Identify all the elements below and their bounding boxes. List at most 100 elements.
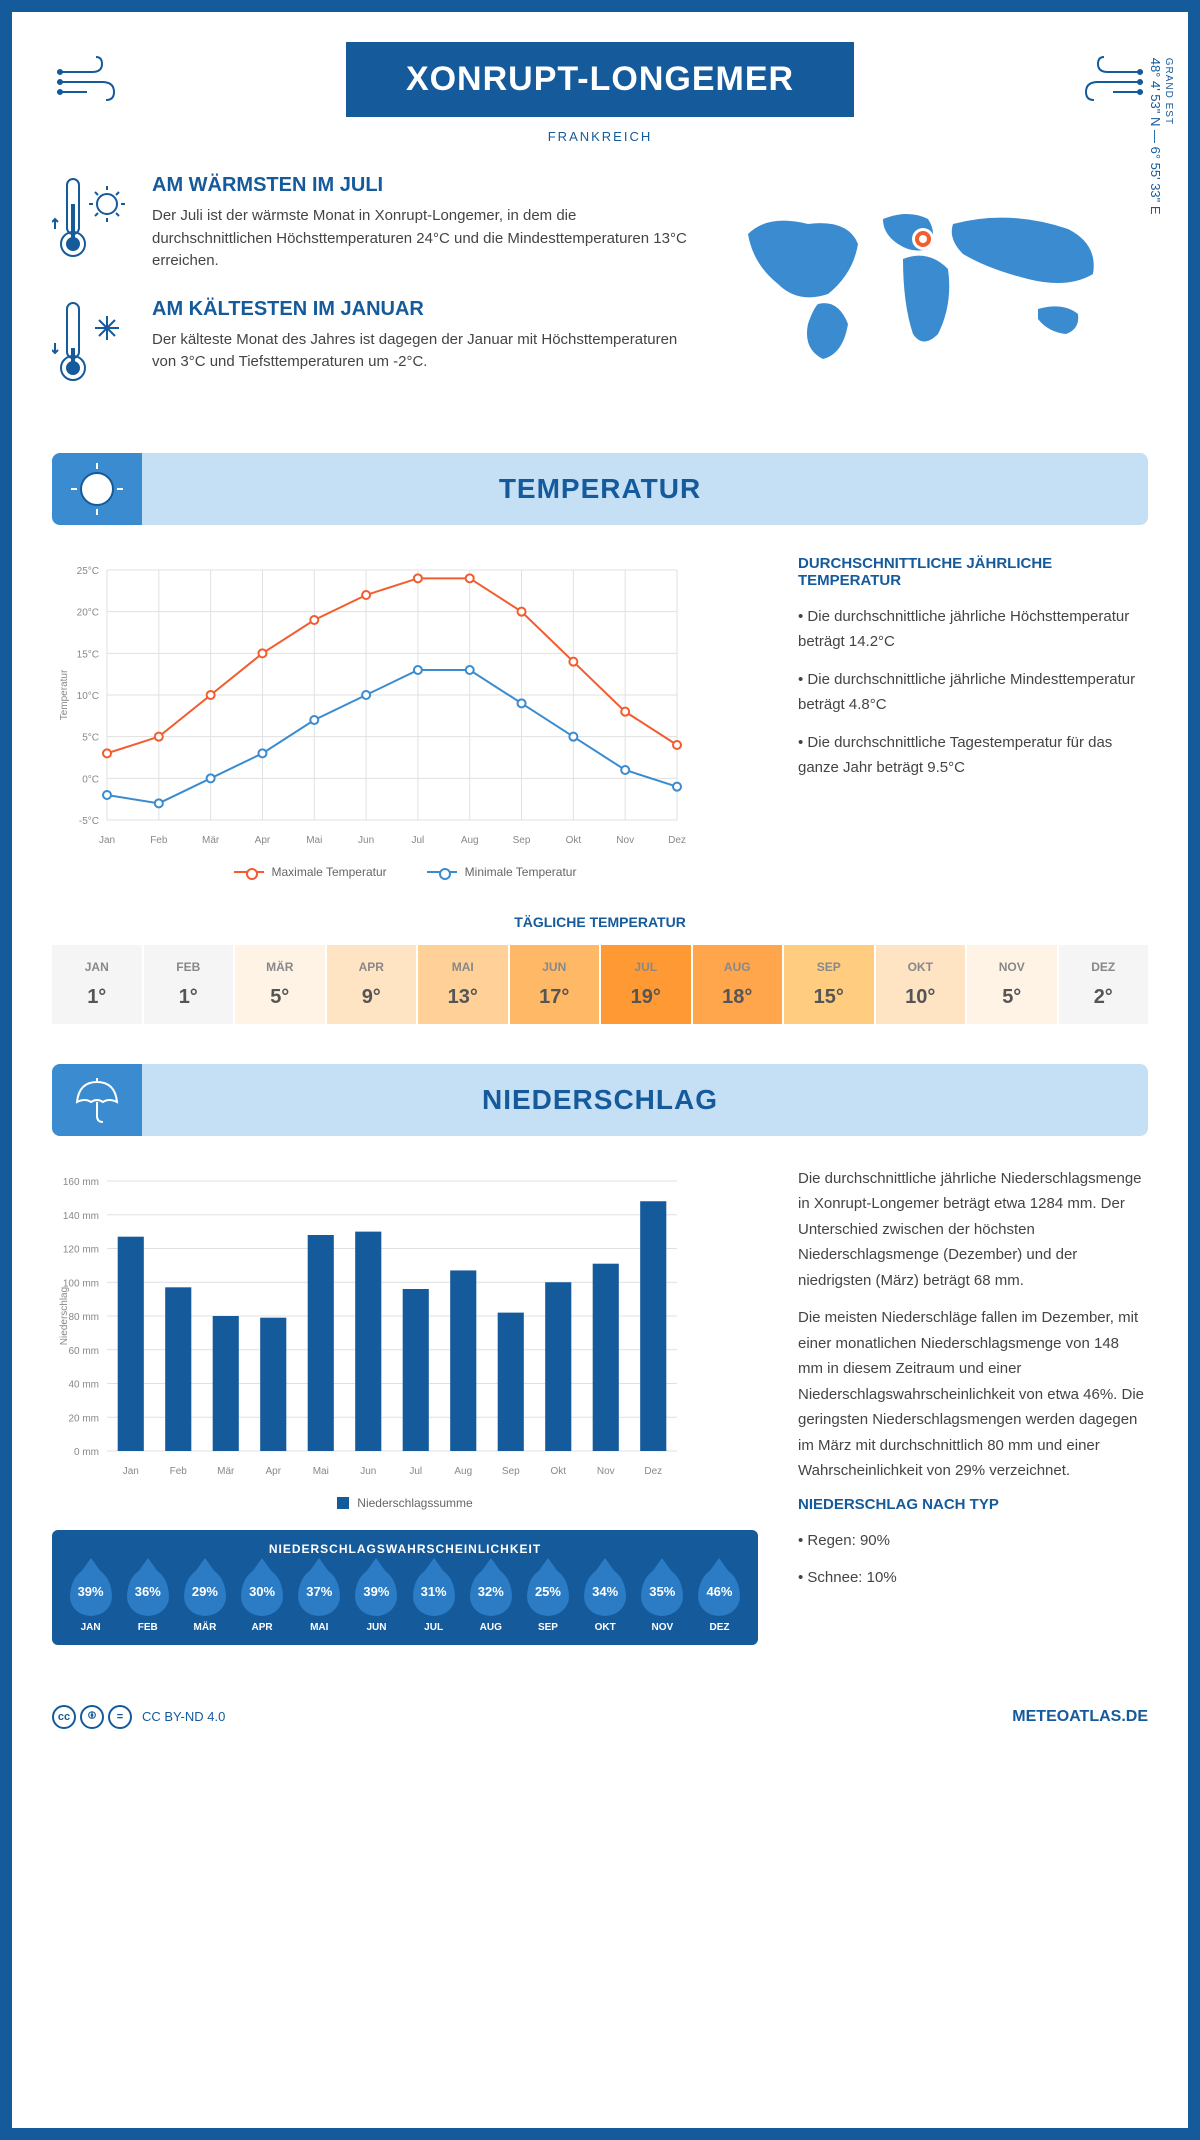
svg-text:20 mm: 20 mm (68, 1413, 99, 1424)
svg-text:Okt: Okt (550, 1466, 566, 1477)
precip-info: Die durchschnittliche jährliche Niedersc… (798, 1166, 1148, 1645)
probability-drop: 34%OKT (579, 1568, 632, 1633)
probability-drop: 46%DEZ (693, 1568, 746, 1633)
temp-legend: Maximale Temperatur Minimale Temperatur (52, 865, 758, 879)
svg-text:Niederschlag: Niederschlag (59, 1286, 70, 1344)
page-title: XONRUPT-LONGEMER (346, 42, 854, 117)
month-cell: DEZ2° (1059, 945, 1149, 1024)
warmest-text: Der Juli ist der wärmste Monat in Xonrup… (152, 205, 688, 273)
month-cell: FEB1° (144, 945, 234, 1024)
precip-legend: Niederschlagssumme (52, 1496, 758, 1510)
temp-title: TEMPERATUR (72, 473, 1128, 505)
license-text: CC BY-ND 4.0 (142, 1709, 225, 1724)
svg-text:60 mm: 60 mm (68, 1345, 99, 1356)
svg-text:20°C: 20°C (77, 607, 99, 618)
svg-text:Jul: Jul (409, 1466, 422, 1477)
probability-drop: 39%JUN (350, 1568, 403, 1633)
svg-text:Dez: Dez (644, 1466, 662, 1477)
month-cell: OKT10° (876, 945, 966, 1024)
month-cell: SEP15° (784, 945, 874, 1024)
probability-drop: 25%SEP (521, 1568, 574, 1633)
svg-text:120 mm: 120 mm (63, 1244, 99, 1255)
precip-bar-chart: 0 mm20 mm40 mm60 mm80 mm100 mm120 mm140 … (52, 1166, 758, 1510)
svg-text:Mai: Mai (313, 1466, 329, 1477)
precip-section-header: NIEDERSCHLAG (52, 1064, 1148, 1136)
probability-drop: 39%JAN (64, 1568, 117, 1633)
svg-text:15°C: 15°C (77, 649, 99, 660)
wind-icon (52, 52, 132, 112)
coldest-title: AM KÄLTESTEN IM JANUAR (152, 298, 688, 321)
thermometer-cold-icon (52, 298, 132, 388)
umbrella-icon (52, 1064, 142, 1136)
site-name: METEOATLAS.DE (1012, 1708, 1148, 1726)
probability-drop: 31%JUL (407, 1568, 460, 1633)
map-area: GRAND EST 48° 4' 53" N — 6° 55' 33" E (728, 174, 1148, 413)
svg-text:Jan: Jan (99, 835, 115, 846)
probability-title: NIEDERSCHLAGSWAHRSCHEINLICHKEIT (64, 1542, 746, 1556)
month-cell: JAN1° (52, 945, 142, 1024)
probability-drops: 39%JAN36%FEB29%MÄR30%APR37%MAI39%JUN31%J… (64, 1568, 746, 1633)
warmest-block: AM WÄRMSTEN IM JULI Der Juli ist der wär… (52, 174, 688, 273)
probability-drop: 35%NOV (636, 1568, 689, 1633)
probability-box: NIEDERSCHLAGSWAHRSCHEINLICHKEIT 39%JAN36… (52, 1530, 758, 1645)
daily-temp-grid: JAN1°FEB1°MÄR5°APR9°MAI13°JUN17°JUL19°AU… (52, 945, 1148, 1024)
svg-text:Mai: Mai (306, 835, 322, 846)
page-subtitle: FRANKREICH (52, 129, 1148, 144)
svg-text:Temperatur: Temperatur (59, 669, 70, 720)
svg-text:Mär: Mär (217, 1466, 235, 1477)
probability-drop: 37%MAI (293, 1568, 346, 1633)
temp-line-chart: -5°C 0°C 5°C 10°C 15°C 20°C 25°C Jan Feb Mär Apr Ma… (52, 555, 758, 879)
svg-text:Aug: Aug (454, 1466, 472, 1477)
svg-text:-5°C: -5°C (79, 816, 99, 827)
temp-info: DURCHSCHNITTLICHE JÄHRLICHE TEMPERATUR •… (798, 555, 1148, 879)
svg-text:Sep: Sep (502, 1466, 520, 1477)
thermometer-hot-icon (52, 174, 132, 273)
intro-row: AM WÄRMSTEN IM JULI Der Juli ist der wär… (52, 174, 1148, 413)
svg-text:Feb: Feb (150, 835, 168, 846)
svg-text:Jun: Jun (358, 835, 374, 846)
temp-chart-row: -5°C 0°C 5°C 10°C 15°C 20°C 25°C Jan Feb Mär Apr Ma… (52, 555, 1148, 879)
svg-text:140 mm: 140 mm (63, 1210, 99, 1221)
svg-text:Okt: Okt (566, 835, 582, 846)
svg-text:Jun: Jun (360, 1466, 376, 1477)
svg-text:Aug: Aug (461, 835, 479, 846)
coldest-block: AM KÄLTESTEN IM JANUAR Der kälteste Mona… (52, 298, 688, 388)
page-footer: cc🅯= CC BY-ND 4.0 METEOATLAS.DE (52, 1685, 1148, 1729)
precip-title: NIEDERSCHLAG (72, 1084, 1128, 1116)
svg-text:Apr: Apr (265, 1466, 281, 1477)
coldest-text: Der kälteste Monat des Jahres ist dagege… (152, 329, 688, 374)
svg-text:25°C: 25°C (77, 566, 99, 577)
svg-text:Mär: Mär (202, 835, 220, 846)
svg-text:Feb: Feb (170, 1466, 188, 1477)
svg-text:Jul: Jul (412, 835, 425, 846)
svg-text:Nov: Nov (616, 835, 634, 846)
world-map (728, 174, 1148, 374)
svg-text:80 mm: 80 mm (68, 1312, 99, 1323)
probability-drop: 30%APR (236, 1568, 289, 1633)
precip-type-title: NIEDERSCHLAG NACH TYP (798, 1496, 1148, 1513)
month-cell: APR9° (327, 945, 417, 1024)
month-cell: AUG18° (693, 945, 783, 1024)
svg-text:5°C: 5°C (82, 732, 99, 743)
svg-text:40 mm: 40 mm (68, 1379, 99, 1390)
month-cell: JUL19° (601, 945, 691, 1024)
month-cell: MAI13° (418, 945, 508, 1024)
svg-text:160 mm: 160 mm (63, 1177, 99, 1188)
probability-drop: 29%MÄR (178, 1568, 231, 1633)
svg-text:Dez: Dez (668, 835, 686, 846)
svg-text:Jan: Jan (123, 1466, 139, 1477)
wind-icon (1068, 52, 1148, 112)
svg-text:0°C: 0°C (82, 774, 99, 785)
svg-text:Apr: Apr (255, 835, 271, 846)
probability-drop: 36%FEB (121, 1568, 174, 1633)
daily-temp-title: TÄGLICHE TEMPERATUR (52, 914, 1148, 930)
svg-text:10°C: 10°C (77, 691, 99, 702)
temp-info-title: DURCHSCHNITTLICHE JÄHRLICHE TEMPERATUR (798, 555, 1148, 589)
sun-icon (52, 453, 142, 525)
month-cell: NOV5° (967, 945, 1057, 1024)
precip-chart-row: 0 mm20 mm40 mm60 mm80 mm100 mm120 mm140 … (52, 1166, 1148, 1645)
page-header: XONRUPT-LONGEMER FRANKREICH (52, 42, 1148, 144)
svg-text:Sep: Sep (513, 835, 531, 846)
month-cell: MÄR5° (235, 945, 325, 1024)
svg-text:Nov: Nov (597, 1466, 615, 1477)
